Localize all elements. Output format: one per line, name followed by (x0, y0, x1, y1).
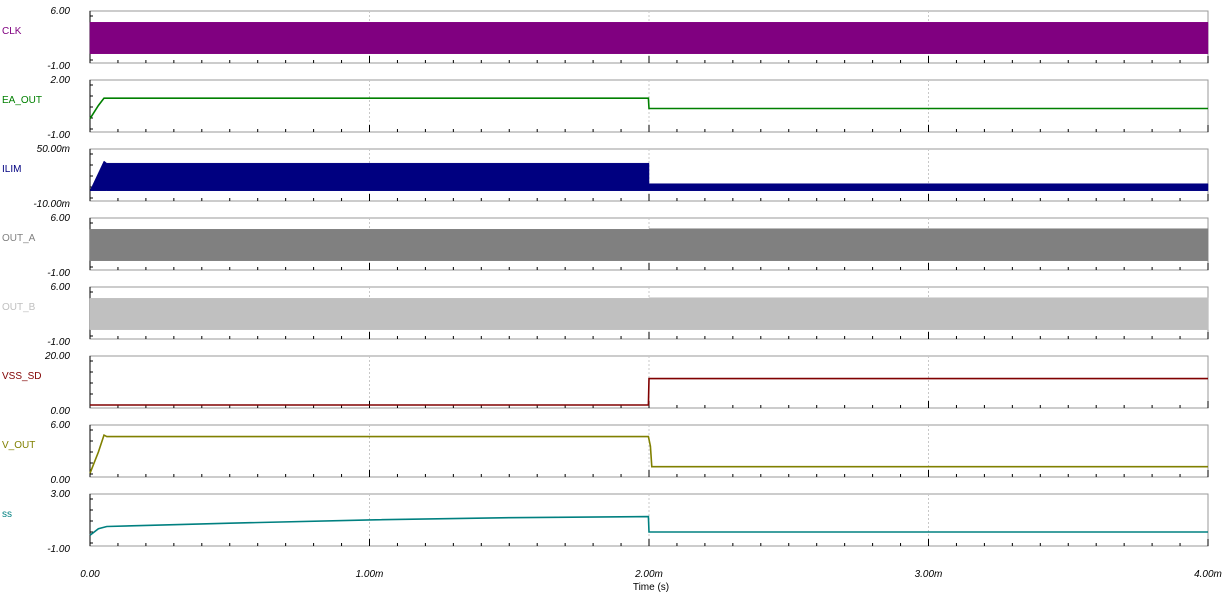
signal-name-vss-sd: VSS_SD (2, 371, 41, 382)
y-lower-limit-label: -1.00 (47, 337, 70, 348)
y-lower-limit-label: -1.00 (47, 130, 70, 141)
panel-ilim: 50.00m -10.00m ILIM (2, 144, 1209, 210)
panel-out-a: 6.00 -1.00 OUT_A (2, 213, 1209, 279)
waveform-out-b-band-0 (89, 298, 650, 330)
y-upper-limit-label: 2.00 (50, 75, 71, 86)
y-upper-limit-label: 6.00 (51, 420, 71, 431)
y-upper-limit-label: 6.00 (51, 6, 71, 17)
y-upper-limit-label: 3.00 (51, 489, 71, 500)
y-lower-limit-label: -1.00 (47, 268, 70, 279)
x-tick-label: 4.00m (1194, 569, 1222, 580)
panel-out-b: 6.00 -1.00 OUT_B (2, 282, 1209, 348)
y-lower-limit-label: -10.00m (33, 199, 70, 210)
panel-vss-sd: 20.00 0.00 VSS_SD (2, 351, 1209, 417)
x-tick-label: 3.00m (915, 569, 943, 580)
signal-name-ea-out: EA_OUT (2, 95, 42, 106)
panel-v-out: 6.00 0.00 V_OUT (2, 420, 1209, 486)
waveform-ilim-band-1 (648, 183, 1209, 191)
waveform-ilim-band-0 (89, 160, 650, 191)
waveform-out-b-band-1 (648, 297, 1209, 330)
y-upper-limit-label: 20.00 (44, 351, 70, 362)
signal-name-clk: CLK (2, 26, 22, 37)
y-lower-limit-label: 0.00 (51, 475, 71, 486)
panel-ss: 3.00 -1.00 ss (2, 489, 1209, 555)
y-upper-limit-label: 6.00 (51, 282, 71, 293)
y-lower-limit-label: 0.00 (51, 406, 71, 417)
x-tick-label: 1.00m (356, 569, 384, 580)
signal-name-v-out: V_OUT (2, 440, 35, 451)
x-tick-label: 0.00 (80, 569, 100, 580)
signal-name-out-a: OUT_A (2, 233, 36, 244)
x-axis-title: Time (s) (633, 582, 669, 593)
panel-ea-out: 2.00 -1.00 EA_OUT (2, 75, 1209, 141)
waveform-out-a-band-0 (89, 229, 650, 261)
y-upper-limit-label: 6.00 (51, 213, 71, 224)
waveform-out-a-band-1 (648, 228, 1209, 261)
waveform-ss (89, 515, 1208, 536)
signal-name-ilim: ILIM (2, 164, 21, 175)
x-tick-labels: 0.00 1.00m 2.00m 3.00m 4.00m (80, 569, 1222, 580)
x-axis: 0.00 1.00m 2.00m 3.00m 4.00m Time (s) (80, 569, 1222, 593)
waveform-v-out (89, 433, 1208, 474)
signal-name-out-b: OUT_B (2, 302, 36, 313)
y-lower-limit-label: -1.00 (47, 61, 70, 72)
waveform-clk-band-0 (89, 22, 1209, 54)
panel-clk: 6.00 -1.00 CLK (2, 6, 1209, 72)
y-lower-limit-label: -1.00 (47, 544, 70, 555)
waveform-panels: 6.00 -1.00 CLK 2.00 -1.00 EA_OUT 50.00m -10.00m… (2, 6, 1209, 555)
x-tick-label: 2.00m (634, 569, 663, 580)
signal-name-ss: ss (2, 509, 12, 520)
waveform-ea-out (89, 97, 1208, 120)
waveform-vss-sd (90, 377, 1208, 406)
y-upper-limit-label: 50.00m (37, 144, 70, 155)
